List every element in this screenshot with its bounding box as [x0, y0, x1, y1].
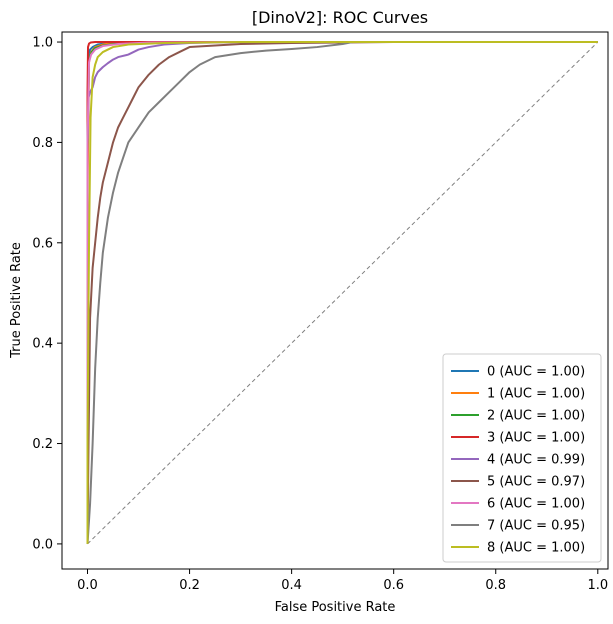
- legend-label-8: 8 (AUC = 1.00): [487, 541, 585, 556]
- legend-label-6: 6 (AUC = 1.00): [487, 497, 585, 512]
- chart-title: [DinoV2]: ROC Curves: [252, 8, 428, 27]
- y-axis-label: True Positive Rate: [9, 242, 24, 359]
- series-line-3: [86, 41, 598, 544]
- legend-label-2: 2 (AUC = 1.00): [487, 409, 585, 424]
- y-tick-label: 0.0: [32, 537, 53, 552]
- series-line-7: [86, 41, 598, 544]
- x-tick-label: 0.4: [281, 578, 302, 593]
- legend-label-3: 3 (AUC = 1.00): [487, 431, 585, 446]
- x-tick-label: 0.0: [77, 578, 98, 593]
- x-axis-label: False Positive Rate: [275, 600, 396, 615]
- legend: 0 (AUC = 1.00) 1 (AUC = 1.00) 2 (AUC = 1.0…: [442, 353, 602, 563]
- x-axis: 0.0 0.2 0.4 0.6 0.8 1.0: [77, 569, 608, 593]
- x-tick-label: 0.6: [383, 578, 404, 593]
- y-axis: 0.0 0.2 0.4 0.6 0.8 1.0: [32, 36, 62, 552]
- y-tick-label: 0.2: [32, 437, 53, 452]
- y-tick-label: 0.6: [32, 236, 53, 251]
- legend-label-5: 5 (AUC = 0.97): [487, 475, 585, 490]
- x-tick-label: 1.0: [587, 578, 608, 593]
- x-tick-label: 0.8: [485, 578, 506, 593]
- series-line-5: [86, 41, 598, 544]
- y-tick-label: 0.4: [32, 337, 53, 352]
- y-tick-label: 0.8: [32, 136, 53, 151]
- legend-label-1: 1 (AUC = 1.00): [487, 387, 585, 402]
- legend-label-4: 4 (AUC = 0.99): [487, 453, 585, 468]
- legend-label-7: 7 (AUC = 0.95): [487, 519, 585, 534]
- series-layer: [86, 41, 599, 545]
- series-line-8: [86, 41, 598, 544]
- x-tick-label: 0.2: [179, 578, 200, 593]
- legend-box: [442, 353, 602, 563]
- plot-frame: [61, 31, 609, 570]
- legend-label-0: 0 (AUC = 1.00): [487, 365, 585, 380]
- diagonal-reference-line: [87, 41, 599, 545]
- y-tick-label: 1.0: [32, 36, 53, 51]
- series-line-4: [86, 41, 598, 544]
